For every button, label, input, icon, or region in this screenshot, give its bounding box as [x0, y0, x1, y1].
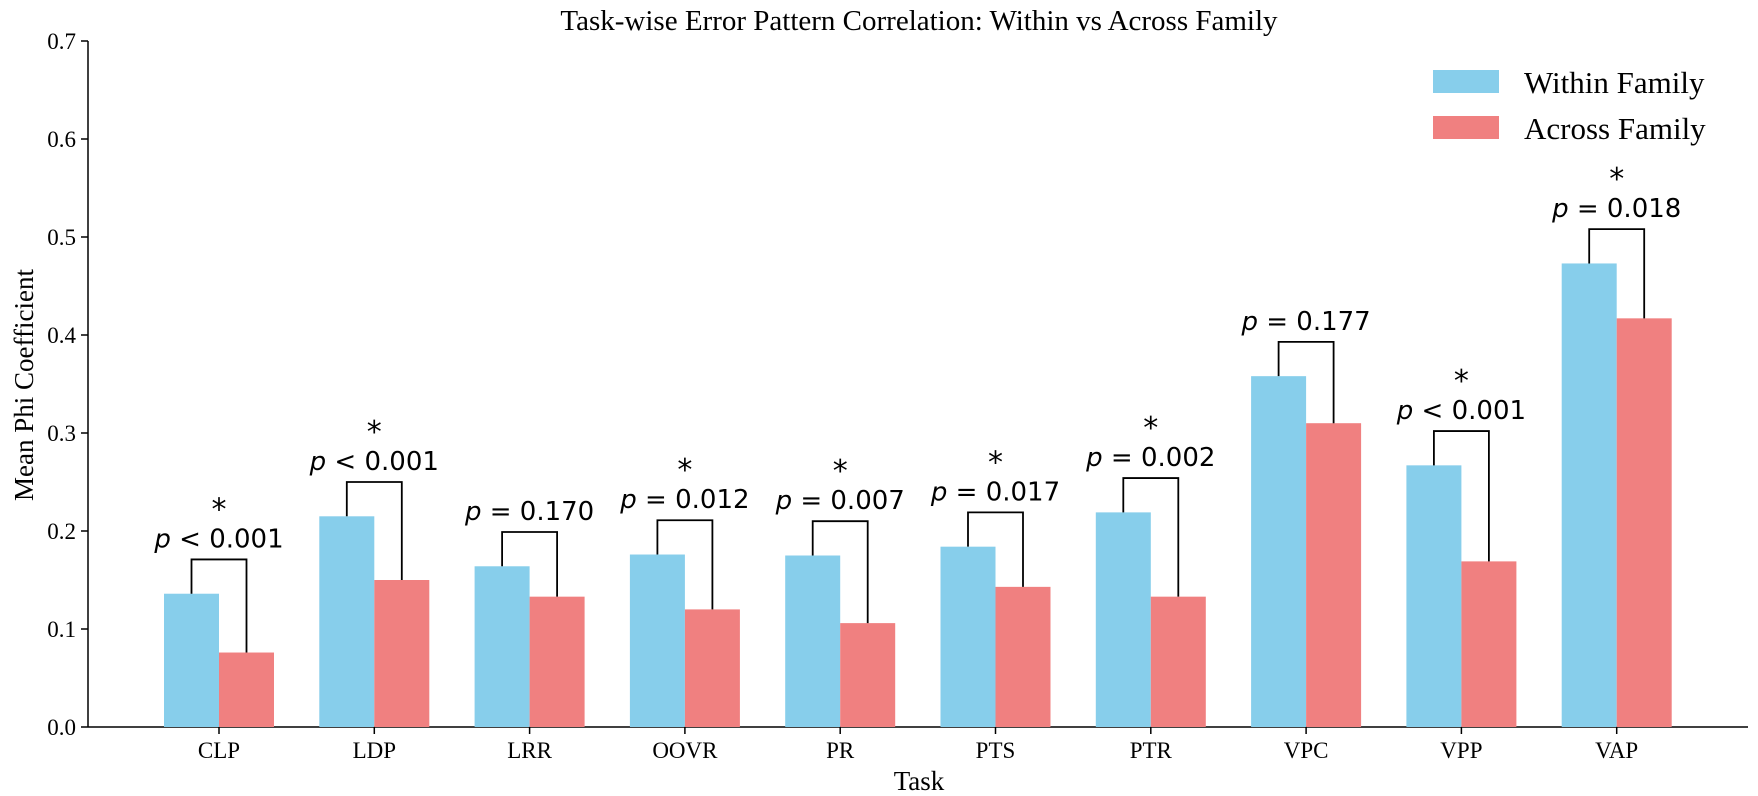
significance-star: * [1143, 411, 1158, 446]
x-tick-label: PTS [976, 738, 1016, 763]
x-tick-label: PTR [1130, 738, 1173, 763]
bar-across-ldp [374, 580, 430, 727]
x-tick-label: LRR [507, 738, 552, 763]
bar-within-ptr [1095, 512, 1151, 727]
bar-within-pr [785, 555, 841, 727]
significance-bracket [501, 531, 558, 597]
y-tick-label: 0.0 [47, 715, 76, 740]
significance-annotations: p < 0.001*p < 0.001*p = 0.170 p = 0.012*p… [153, 162, 1681, 653]
y-axis-label: Mean Phi Coefficient [9, 269, 39, 501]
y-axis: 0.0 0.1 0.2 0.3 0.4 0.5 0.6 0.7 [47, 29, 89, 740]
significance-bracket [967, 511, 1024, 587]
y-tick-label: 0.6 [47, 127, 76, 152]
significance-bracket [1277, 340, 1335, 424]
bar-across-vpc [1306, 423, 1362, 727]
bar-within-ldp [319, 516, 375, 727]
significance-star: * [833, 454, 848, 489]
bar-across-lrr [529, 596, 585, 727]
significance-bracket [1433, 430, 1490, 562]
significance-star: * [212, 492, 227, 527]
p-value-label: p < 0.001 [309, 447, 439, 477]
significance-bracket [190, 558, 248, 653]
significance-star: * [1609, 162, 1624, 197]
x-axis-label: Task [894, 766, 945, 796]
legend-label-across-family: Across Family [1524, 111, 1706, 146]
significance-bracket [1588, 228, 1646, 319]
p-value-label: p = 0.170 [464, 497, 594, 527]
x-tick-label: CLP [198, 738, 240, 763]
p-value-label: p = 0.012 [619, 485, 749, 515]
bar-within-oovr [629, 554, 685, 727]
legend-swatch-across-family [1433, 116, 1499, 139]
bar-within-pts [940, 546, 996, 727]
chart-title: Task-wise Error Pattern Correlation: Wit… [560, 5, 1278, 37]
significance-bracket [1122, 477, 1180, 597]
x-axis: CLP LDP LRR OOVR PR PTS PTR VPC VPP VAP [88, 726, 1748, 763]
y-tick-label: 0.7 [47, 29, 76, 54]
p-value-label: p = 0.017 [930, 477, 1060, 507]
p-value-label: p = 0.177 [1240, 307, 1370, 337]
y-tick-label: 0.3 [47, 421, 76, 446]
x-tick-label: LDP [353, 738, 396, 763]
p-value-label: p = 0.002 [1085, 443, 1215, 473]
x-tick-label: VPP [1440, 738, 1482, 763]
significance-bracket [656, 519, 714, 610]
bar-across-pr [840, 623, 896, 727]
p-value-label: p < 0.001 [1396, 396, 1526, 426]
bar-within-clp [164, 593, 219, 727]
bar-within-vap [1561, 263, 1617, 727]
x-tick-label: OOVR [652, 738, 718, 763]
y-tick-label: 0.4 [47, 323, 76, 348]
significance-star: * [367, 415, 382, 450]
bar-across-vpp [1461, 561, 1517, 727]
bar-across-vap [1616, 318, 1672, 727]
bar-within-vpp [1406, 465, 1462, 727]
x-tick-label: VAP [1595, 738, 1638, 763]
legend-swatch-within-family [1433, 70, 1499, 93]
bars [164, 263, 1672, 727]
bar-across-ptr [1150, 596, 1206, 727]
significance-bracket [811, 520, 869, 624]
significance-star: * [988, 445, 1003, 480]
bar-across-oovr [684, 609, 740, 727]
bar-within-lrr [474, 566, 530, 727]
y-tick-label: 0.2 [47, 519, 76, 544]
significance-star: * [1454, 364, 1469, 399]
bar-within-vpc [1251, 376, 1307, 727]
significance-star: * [677, 453, 692, 488]
x-tick-label: PR [826, 738, 855, 763]
significance-bracket [345, 481, 403, 580]
p-value-label: p < 0.001 [153, 524, 283, 554]
legend-label-within-family: Within Family [1524, 65, 1705, 100]
y-tick-label: 0.1 [47, 617, 76, 642]
p-value-label: p = 0.007 [775, 486, 905, 516]
p-value-label: p = 0.018 [1551, 194, 1681, 224]
y-tick-label: 0.5 [47, 225, 76, 250]
bar-across-clp [219, 652, 274, 727]
x-tick-label: VPC [1284, 738, 1329, 763]
bar-across-pts [995, 586, 1051, 727]
legend: Within Family Across Family [1433, 65, 1706, 146]
